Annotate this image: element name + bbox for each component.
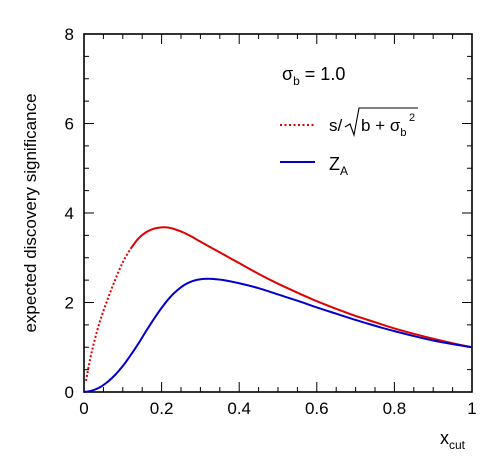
y-tick-label: 4 xyxy=(65,204,74,223)
sigma-annotation: σb = 1.0 xyxy=(282,64,345,88)
x-tick-label: 0.8 xyxy=(383,399,407,418)
legend-ratio-sub: b xyxy=(400,127,406,139)
y-tick-label: 0 xyxy=(65,383,74,402)
x-axis-label: xcut xyxy=(440,428,466,452)
sqrt-radical-icon xyxy=(344,107,418,138)
x-tick-label: 0.2 xyxy=(150,399,174,418)
legend-label-ratio: s/ xyxy=(329,116,343,135)
legend-ratio-sup: 2 xyxy=(409,112,415,124)
x-axis-label-sub: cut xyxy=(449,438,466,452)
series-ratio-line-dotted xyxy=(84,248,132,382)
axis-tick-labels: 0 0.2 0.4 0.6 0.8 1 0 2 4 6 8 xyxy=(65,25,477,418)
y-axis-label: expected discovery significance xyxy=(21,93,40,332)
legend-za-sub: A xyxy=(340,164,348,178)
series-ratio-line xyxy=(129,226,473,349)
x-tick-label: 0 xyxy=(79,399,88,418)
legend-label-za: ZA xyxy=(329,154,348,178)
y-tick-label: 6 xyxy=(65,115,74,134)
x-tick-label: 1 xyxy=(467,399,476,418)
axis-ticks xyxy=(83,33,473,393)
x-tick-label: 0.6 xyxy=(305,399,329,418)
sigma-value: = 1.0 xyxy=(300,64,346,84)
legend-ratio-b: b + σ xyxy=(361,116,401,135)
x-axis-label-base: x xyxy=(440,428,449,448)
data-series xyxy=(83,226,473,393)
sigma-symbol: σ xyxy=(282,64,293,84)
x-tick-label: 0.4 xyxy=(227,399,251,418)
legend-za-base: Z xyxy=(329,154,340,174)
y-tick-label: 2 xyxy=(65,294,74,313)
legend-ratio-s: s/ xyxy=(329,116,343,135)
series-za-line xyxy=(83,277,473,393)
sigma-subscript: b xyxy=(293,74,300,88)
y-tick-label: 8 xyxy=(65,25,74,44)
legend-ratio-radicand: b + σb xyxy=(361,116,406,139)
